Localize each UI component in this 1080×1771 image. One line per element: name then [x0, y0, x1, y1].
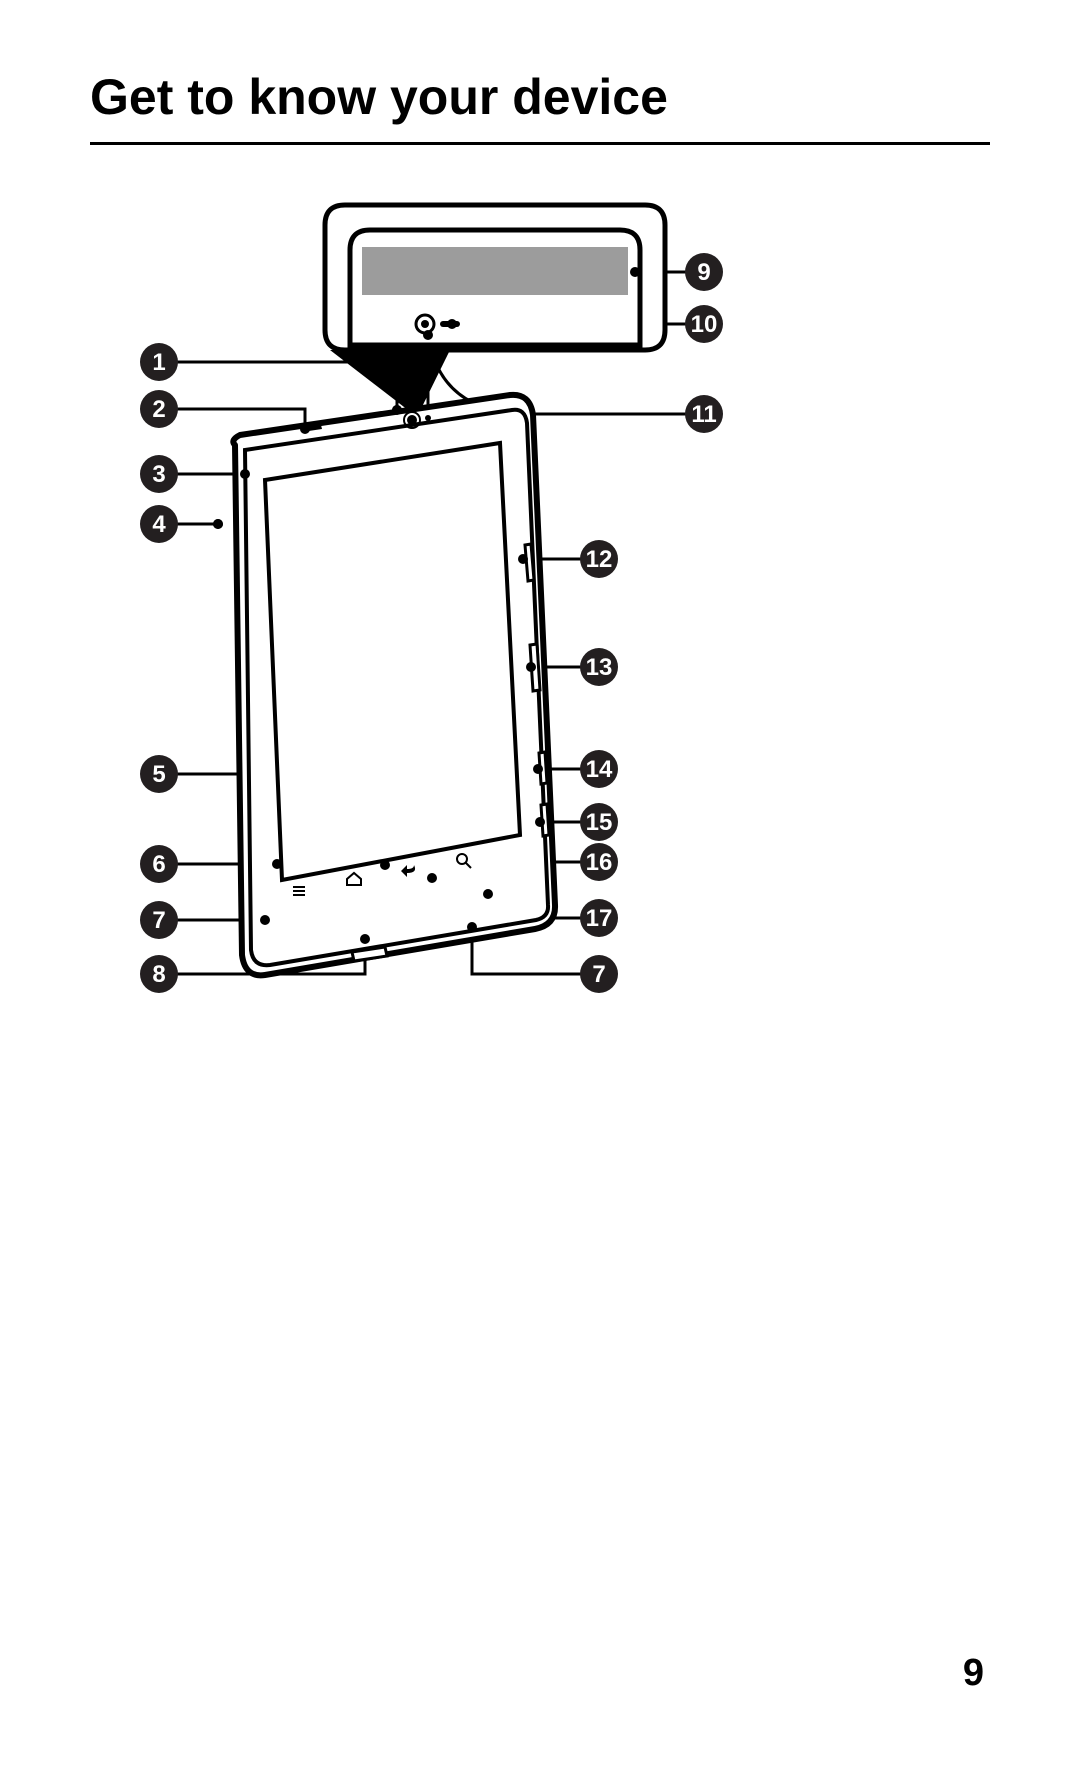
- svg-text:2: 2: [152, 396, 165, 423]
- svg-text:12: 12: [586, 546, 613, 573]
- svg-text:7: 7: [152, 907, 165, 934]
- device-diagram: 12345678910111213141516177: [90, 185, 990, 1125]
- diagram-svg: 12345678910111213141516177: [90, 185, 990, 1125]
- svg-text:5: 5: [152, 761, 165, 788]
- svg-text:14: 14: [586, 756, 613, 783]
- svg-text:11: 11: [691, 401, 716, 428]
- svg-text:1: 1: [152, 349, 165, 376]
- page-title: Get to know your device: [90, 68, 990, 145]
- svg-text:10: 10: [691, 311, 718, 338]
- svg-text:15: 15: [586, 809, 613, 836]
- svg-text:17: 17: [586, 905, 613, 932]
- page-number: 9: [963, 1652, 984, 1695]
- svg-text:9: 9: [697, 259, 710, 286]
- svg-text:7: 7: [592, 961, 605, 988]
- svg-text:16: 16: [586, 849, 613, 876]
- svg-text:13: 13: [586, 654, 613, 681]
- svg-text:8: 8: [152, 961, 165, 988]
- svg-text:4: 4: [152, 511, 166, 538]
- svg-text:3: 3: [152, 461, 165, 488]
- svg-text:6: 6: [152, 851, 165, 878]
